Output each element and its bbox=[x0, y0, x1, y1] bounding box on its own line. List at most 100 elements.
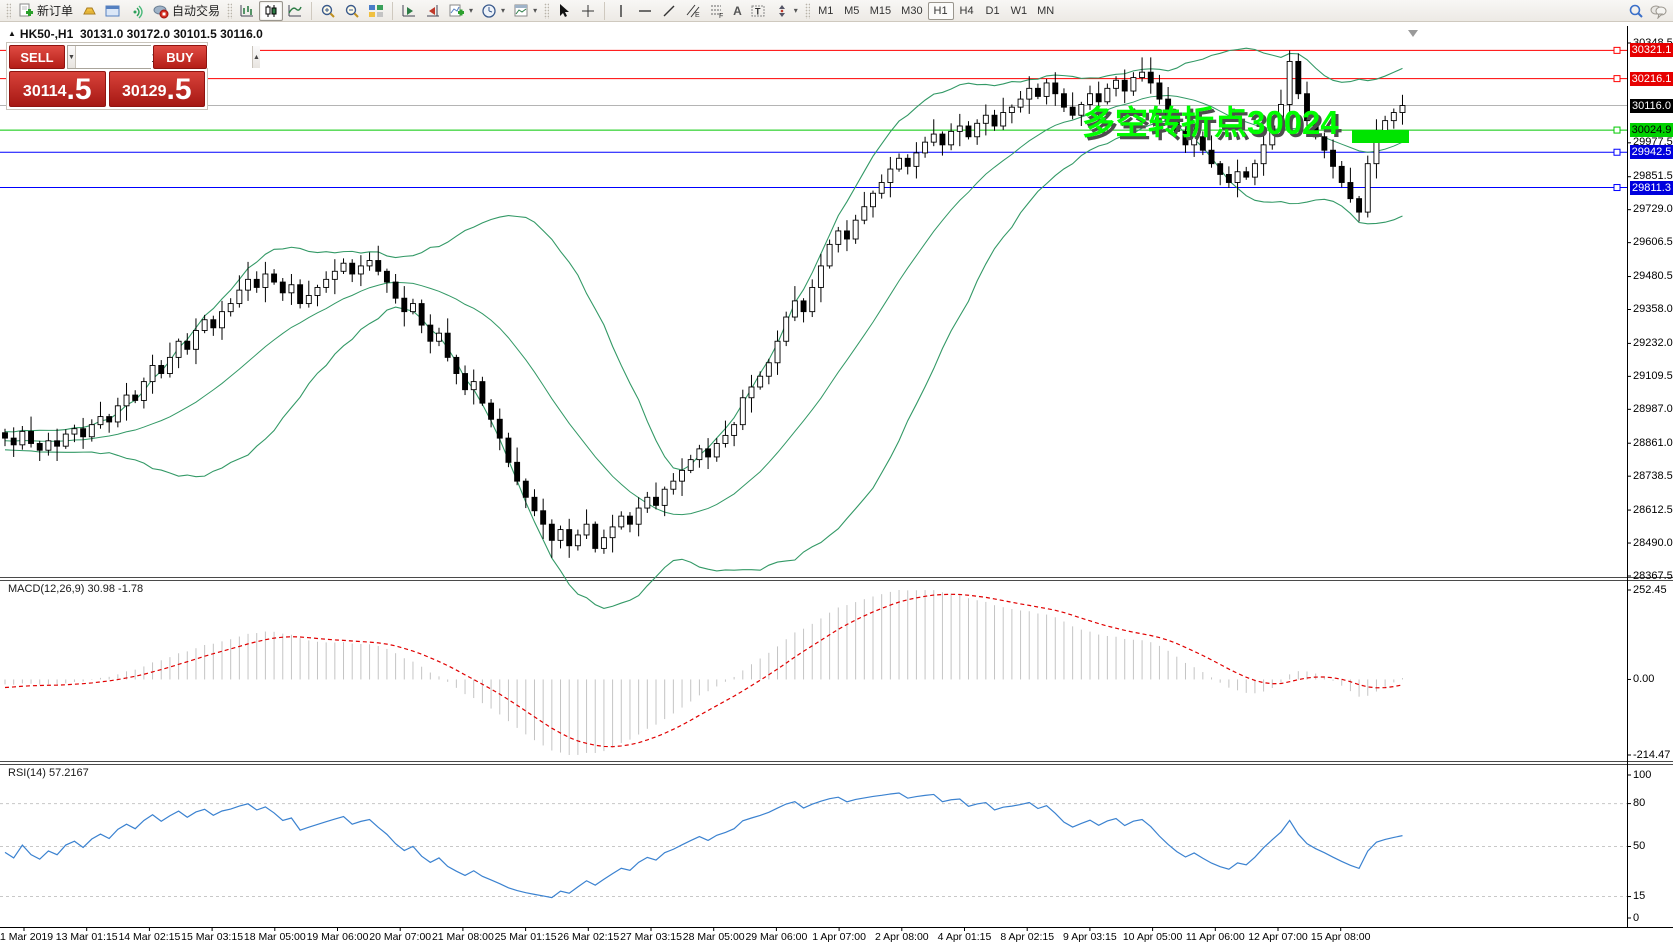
candle bbox=[106, 416, 113, 423]
data-window-button[interactable] bbox=[101, 1, 125, 21]
market-watch-button[interactable] bbox=[77, 1, 101, 21]
macd-signal-line bbox=[4, 593, 1403, 748]
timeframe-button-d1[interactable]: D1 bbox=[985, 4, 1000, 17]
cursor-button[interactable] bbox=[552, 1, 576, 21]
candle bbox=[991, 114, 998, 127]
level-end-marker[interactable] bbox=[1613, 184, 1621, 192]
zoom-in-button[interactable] bbox=[316, 1, 340, 21]
tile-windows-button[interactable] bbox=[364, 1, 388, 21]
timeframe-button-m5[interactable]: M5 bbox=[844, 4, 860, 17]
annotation-text[interactable]: 多空转折点30024 bbox=[1082, 104, 1339, 141]
timeframe-button-mn[interactable]: MN bbox=[1037, 4, 1055, 17]
horizontal-line-tool[interactable] bbox=[633, 1, 657, 21]
fibonacci-tool[interactable]: F bbox=[705, 1, 729, 21]
candle bbox=[1087, 93, 1093, 105]
toolbar-drag-handle[interactable] bbox=[544, 2, 550, 19]
signals-button[interactable] bbox=[125, 1, 149, 21]
timeframe-button-m15[interactable]: M15 bbox=[869, 4, 892, 17]
candle bbox=[375, 260, 382, 272]
chart-shift-button[interactable] bbox=[421, 1, 445, 21]
candle bbox=[896, 157, 902, 170]
candle bbox=[930, 133, 937, 143]
candle bbox=[670, 480, 677, 490]
candle bbox=[149, 365, 156, 383]
candle bbox=[1234, 171, 1241, 183]
timeframe-button-w1[interactable]: W1 bbox=[1010, 4, 1028, 17]
timeframe-button-h4[interactable]: H4 bbox=[959, 4, 974, 17]
sell-button[interactable]: SELL bbox=[9, 45, 65, 69]
candle bbox=[453, 356, 460, 374]
level-end-marker[interactable] bbox=[1613, 75, 1621, 83]
buy-price-button[interactable]: 30129.5 bbox=[108, 71, 205, 107]
level-end-marker[interactable] bbox=[1613, 46, 1621, 54]
sell-price-main: 30114 bbox=[22, 83, 67, 100]
timeframe-button-m30[interactable]: M30 bbox=[901, 4, 923, 17]
dropdown-arrow-icon: ▾ bbox=[469, 6, 474, 15]
text-label-icon: T bbox=[750, 3, 766, 19]
annotation-green-marker[interactable] bbox=[1352, 130, 1409, 143]
candle bbox=[557, 529, 564, 541]
toolbar-drag-handle[interactable] bbox=[804, 2, 810, 19]
candle bbox=[114, 405, 121, 423]
auto-scroll-button[interactable] bbox=[397, 1, 421, 21]
zoom-out-button[interactable] bbox=[340, 1, 364, 21]
autotrading-button[interactable]: 自动交易 bbox=[149, 1, 224, 21]
candle bbox=[71, 428, 78, 435]
search-icon[interactable] bbox=[1628, 3, 1644, 19]
candle bbox=[314, 286, 321, 296]
candle bbox=[28, 430, 34, 444]
vertical-line-tool[interactable] bbox=[609, 1, 633, 21]
candle bbox=[62, 433, 69, 447]
toolbar-drag-handle[interactable] bbox=[6, 2, 11, 19]
bar-chart-button[interactable] bbox=[235, 1, 259, 21]
candle bbox=[210, 319, 217, 329]
candle bbox=[844, 230, 850, 240]
volume-decrease-button[interactable]: ▼ bbox=[68, 46, 76, 68]
timeframe-button-h1[interactable]: H1 bbox=[927, 1, 954, 20]
candle bbox=[817, 265, 824, 288]
candle bbox=[887, 168, 894, 183]
buy-button[interactable]: BUY bbox=[153, 45, 207, 69]
zoom-in-icon bbox=[320, 3, 336, 19]
candle bbox=[687, 459, 694, 471]
level-end-marker[interactable] bbox=[1613, 126, 1621, 134]
candle bbox=[661, 488, 668, 506]
new-order-label: 新订单 bbox=[37, 4, 74, 18]
candle bbox=[748, 386, 755, 399]
candle bbox=[488, 402, 495, 420]
candle bbox=[1295, 60, 1302, 95]
timeframe-button-m1[interactable]: M1 bbox=[818, 4, 834, 17]
text-label-tool[interactable]: T bbox=[746, 1, 770, 21]
sell-price-button[interactable]: 30114.5 bbox=[9, 71, 106, 107]
toolbar-drag-handle[interactable] bbox=[227, 2, 233, 19]
chart-shift-end-marker[interactable] bbox=[1408, 30, 1418, 37]
arrows-tool[interactable]: ▾ bbox=[770, 1, 802, 21]
candle bbox=[383, 270, 390, 283]
candle bbox=[809, 286, 816, 313]
candlestick-chart-button[interactable] bbox=[259, 0, 284, 21]
candle bbox=[913, 152, 920, 167]
chart-shift-icon bbox=[425, 3, 441, 19]
collapse-arrow-icon[interactable]: ▲ bbox=[8, 29, 16, 38]
line-chart-button[interactable] bbox=[283, 1, 307, 21]
candle bbox=[635, 507, 642, 525]
candle bbox=[1113, 79, 1119, 89]
candle bbox=[696, 448, 703, 461]
equidistant-channel-tool[interactable]: E bbox=[681, 1, 705, 21]
periods-button[interactable]: ▾ bbox=[477, 1, 509, 21]
trendline-tool[interactable] bbox=[657, 1, 681, 21]
candle bbox=[19, 430, 26, 446]
level-end-marker[interactable] bbox=[1613, 148, 1621, 156]
text-tool[interactable]: A bbox=[729, 1, 746, 21]
candle bbox=[123, 394, 130, 407]
templates-button[interactable]: ▾ bbox=[509, 1, 541, 21]
chat-icon[interactable] bbox=[1650, 3, 1667, 20]
candle bbox=[1182, 130, 1189, 146]
new-order-button[interactable]: 新订单 bbox=[14, 1, 77, 21]
candle bbox=[236, 289, 243, 305]
volume-increase-button[interactable]: ▲ bbox=[251, 46, 260, 68]
candle bbox=[140, 381, 147, 401]
crosshair-button[interactable] bbox=[576, 1, 600, 21]
indicators-button[interactable]: ▾ bbox=[445, 1, 477, 21]
